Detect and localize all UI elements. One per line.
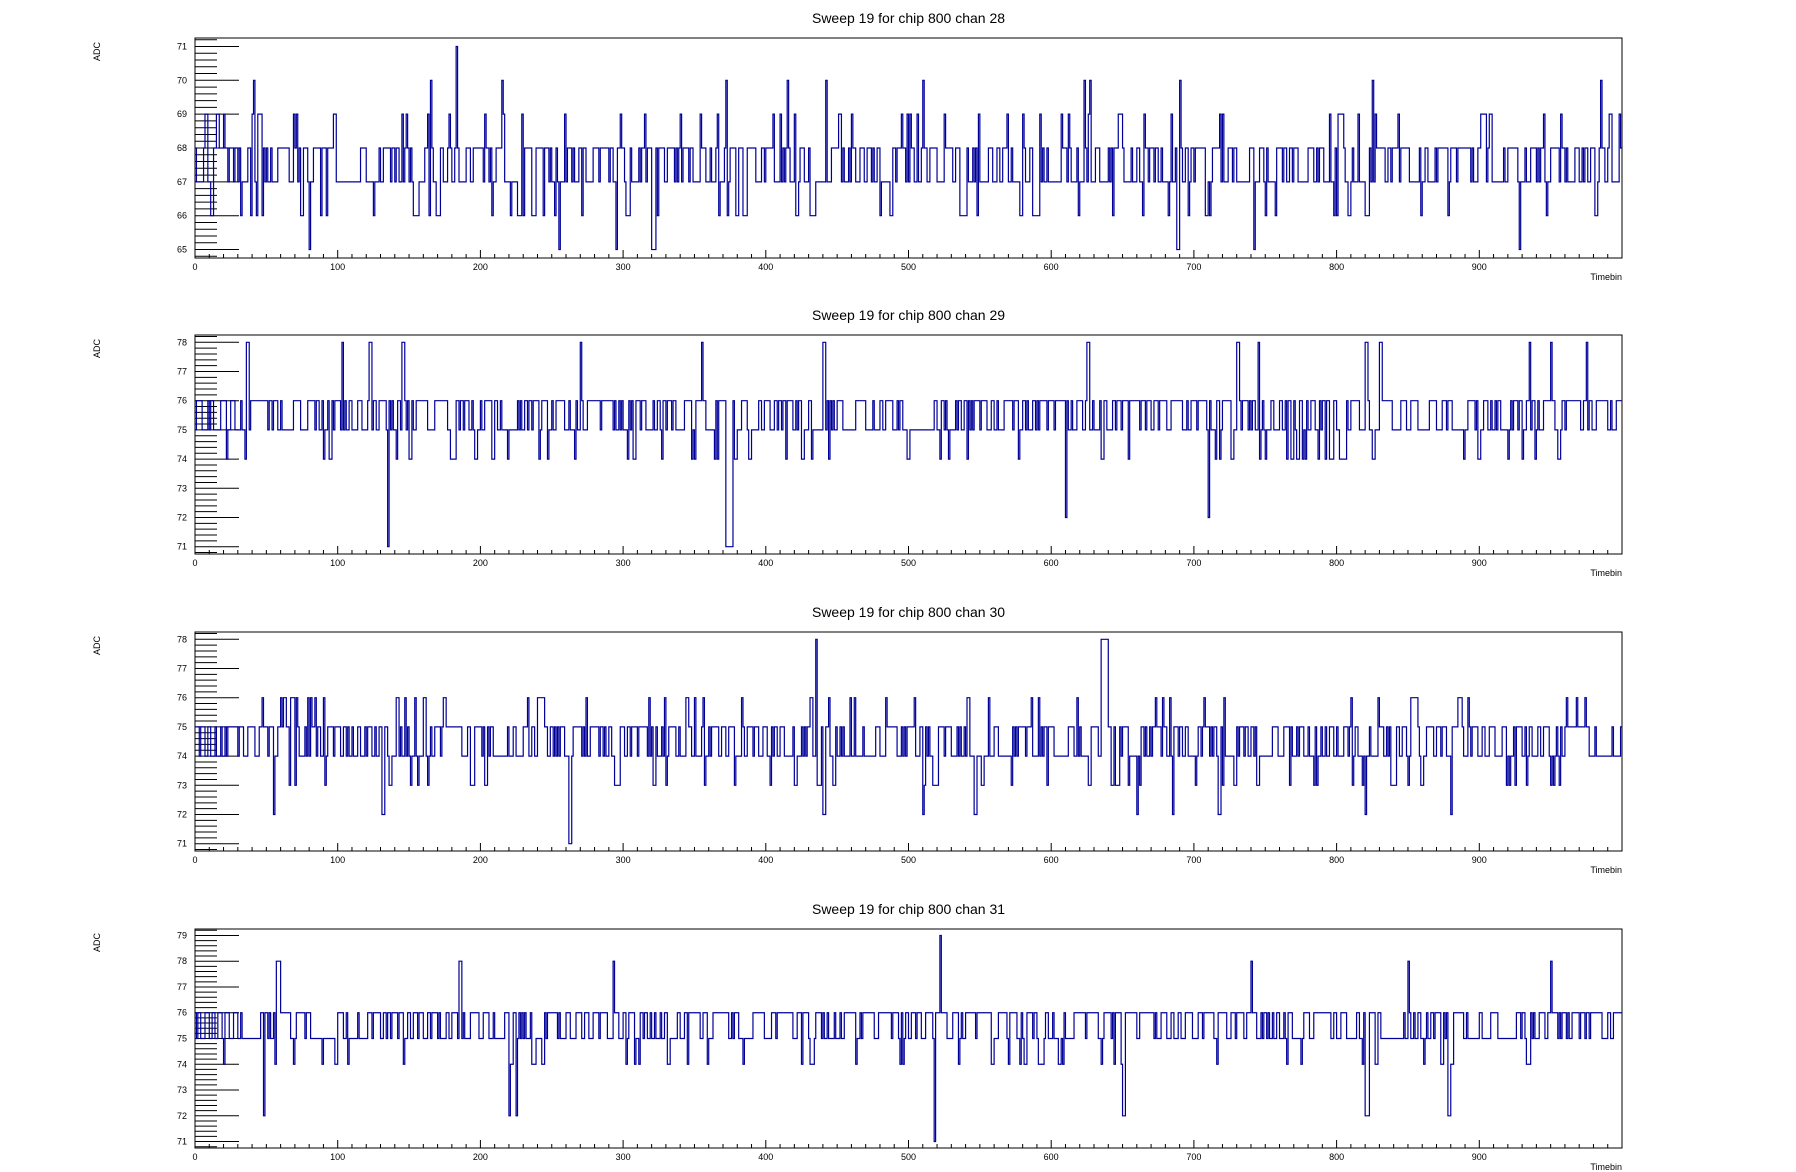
adc-series-line xyxy=(195,934,1622,1143)
y-tick-label: 72 xyxy=(177,810,187,820)
x-tick-label: 900 xyxy=(1472,855,1487,865)
y-tick-label: 68 xyxy=(177,143,187,153)
x-tick-label: 500 xyxy=(901,1152,916,1162)
x-tick-label: 400 xyxy=(758,262,773,272)
y-tick-label: 73 xyxy=(177,483,187,493)
y-tick-label: 77 xyxy=(177,664,187,674)
chart-panel-0: Sweep 19 for chip 800 chan 28 ADC Timebin 6… xyxy=(92,10,1623,282)
adc-series-line xyxy=(195,45,1622,251)
x-tick-label: 300 xyxy=(616,1152,631,1162)
x-axis-label: Timebin xyxy=(1590,272,1622,282)
x-tick-label: 100 xyxy=(330,262,345,272)
y-tick-label: 66 xyxy=(177,211,187,221)
x-tick-label: 200 xyxy=(473,1152,488,1162)
y-tick-label: 75 xyxy=(177,1034,187,1044)
chart-panel-1: Sweep 19 for chip 800 chan 29 ADC Timebin 7… xyxy=(92,307,1623,578)
x-tick-label: 900 xyxy=(1472,558,1487,568)
y-tick-label: 71 xyxy=(177,839,187,849)
y-tick-label: 78 xyxy=(177,337,187,347)
y-tick-label: 76 xyxy=(177,396,187,406)
x-tick-label: 200 xyxy=(473,855,488,865)
x-tick-label: 0 xyxy=(192,855,197,865)
x-tick-label: 100 xyxy=(330,558,345,568)
y-tick-label: 75 xyxy=(177,722,187,732)
y-axis-label: ADC xyxy=(92,339,102,359)
y-axis-label: ADC xyxy=(92,636,102,656)
adc-series-line xyxy=(195,638,1622,845)
y-tick-label: 78 xyxy=(177,956,187,966)
x-axis-label: Timebin xyxy=(1590,1162,1622,1172)
x-tick-label: 0 xyxy=(192,1152,197,1162)
y-tick-label: 77 xyxy=(177,367,187,377)
x-tick-label: 400 xyxy=(758,1152,773,1162)
y-tick-label: 73 xyxy=(177,1085,187,1095)
x-tick-label: 800 xyxy=(1329,1152,1344,1162)
y-tick-label: 78 xyxy=(177,634,187,644)
x-tick-label: 100 xyxy=(330,855,345,865)
chart-title: Sweep 19 for chip 800 chan 31 xyxy=(812,901,1005,917)
x-tick-label: 200 xyxy=(473,558,488,568)
y-tick-label: 75 xyxy=(177,425,187,435)
chart-title: Sweep 19 for chip 800 chan 29 xyxy=(812,307,1005,323)
x-tick-label: 300 xyxy=(616,855,631,865)
x-tick-label: 900 xyxy=(1472,262,1487,272)
chart-panel-2: Sweep 19 for chip 800 chan 30 ADC Timebin 7… xyxy=(92,604,1623,875)
y-tick-label: 74 xyxy=(177,454,187,464)
x-tick-label: 500 xyxy=(901,558,916,568)
y-tick-label: 72 xyxy=(177,1111,187,1121)
chart-title: Sweep 19 for chip 800 chan 28 xyxy=(812,10,1005,26)
y-tick-label: 70 xyxy=(177,75,187,85)
adc-series-line xyxy=(195,341,1622,548)
x-tick-label: 700 xyxy=(1186,855,1201,865)
y-axis-label: ADC xyxy=(92,42,102,62)
x-axis-label: Timebin xyxy=(1590,568,1622,578)
y-tick-label: 71 xyxy=(177,542,187,552)
x-axis-label: Timebin xyxy=(1590,865,1622,875)
y-tick-label: 76 xyxy=(177,1008,187,1018)
x-tick-label: 100 xyxy=(330,1152,345,1162)
x-tick-label: 800 xyxy=(1329,558,1344,568)
x-tick-label: 500 xyxy=(901,262,916,272)
x-tick-label: 800 xyxy=(1329,262,1344,272)
y-tick-label: 72 xyxy=(177,513,187,523)
y-tick-label: 65 xyxy=(177,245,187,255)
y-tick-label: 74 xyxy=(177,751,187,761)
x-tick-label: 500 xyxy=(901,855,916,865)
x-tick-label: 400 xyxy=(758,855,773,865)
x-tick-label: 0 xyxy=(192,262,197,272)
x-tick-label: 600 xyxy=(1044,855,1059,865)
x-tick-label: 800 xyxy=(1329,855,1344,865)
y-tick-label: 74 xyxy=(177,1059,187,1069)
x-tick-label: 600 xyxy=(1044,262,1059,272)
y-tick-label: 79 xyxy=(177,930,187,940)
chart-title: Sweep 19 for chip 800 chan 30 xyxy=(812,604,1005,620)
y-tick-label: 71 xyxy=(177,1137,187,1147)
x-tick-label: 900 xyxy=(1472,1152,1487,1162)
x-tick-label: 200 xyxy=(473,262,488,272)
x-tick-label: 700 xyxy=(1186,558,1201,568)
y-tick-label: 67 xyxy=(177,177,187,187)
y-tick-label: 73 xyxy=(177,780,187,790)
x-tick-label: 600 xyxy=(1044,558,1059,568)
x-tick-label: 700 xyxy=(1186,262,1201,272)
x-tick-label: 400 xyxy=(758,558,773,568)
x-tick-label: 700 xyxy=(1186,1152,1201,1162)
y-tick-label: 69 xyxy=(177,109,187,119)
x-tick-label: 0 xyxy=(192,558,197,568)
y-tick-label: 77 xyxy=(177,982,187,992)
x-tick-label: 600 xyxy=(1044,1152,1059,1162)
x-tick-label: 300 xyxy=(616,558,631,568)
chart-panel-3: Sweep 19 for chip 800 chan 31 ADC Timebin 7… xyxy=(92,901,1623,1172)
y-axis-label: ADC xyxy=(92,933,102,953)
y-tick-label: 71 xyxy=(177,41,187,51)
x-tick-label: 300 xyxy=(616,262,631,272)
y-tick-label: 76 xyxy=(177,693,187,703)
